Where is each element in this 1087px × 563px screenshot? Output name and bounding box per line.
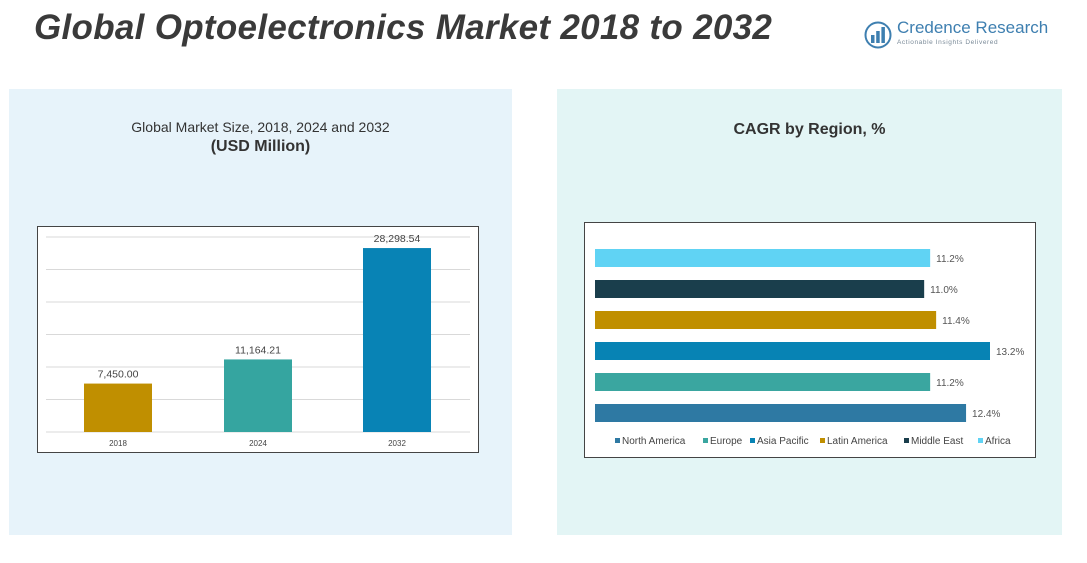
data-label-asia-pacific: 13.2% [996, 347, 1024, 358]
bar-africa [595, 249, 931, 267]
data-label-2024: 11,164.21 [235, 344, 281, 356]
tick-label-2032: 2032 [388, 439, 406, 448]
cagr-chart: 12.4% 11.2% 13.2% 11.4% 11.0% 11.2% North Amer… [584, 222, 1036, 458]
legend-swatch-north-america [615, 438, 620, 443]
bar-2024 [224, 359, 292, 432]
bar-middle-east [595, 280, 925, 298]
logo-icon [864, 21, 892, 49]
market-size-subtitle: (USD Million) [210, 138, 311, 155]
legend-swatch-latin-america [820, 438, 825, 443]
legend-swatch-asia-pacific [750, 438, 755, 443]
tick-label-2018: 2018 [109, 439, 127, 448]
market-size-title: Global Market Size, 2018, 2024 and 2032 [131, 119, 390, 135]
bar-latin-america [595, 311, 937, 329]
legend-label-europe: Europe [710, 436, 743, 447]
logo-name: Credence Research [897, 18, 1049, 37]
legend-swatch-europe [703, 438, 708, 443]
brand-logo: Credence Research Actionable Insights De… [864, 18, 1054, 52]
legend-label-latin-america: Latin America [827, 436, 888, 447]
cagr-title: CAGR by Region, % [733, 121, 886, 138]
logo-tagline: Actionable Insights Delivered [897, 39, 999, 46]
data-label-latin-america: 11.4% [942, 316, 970, 327]
data-label-2032: 28,298.54 [374, 233, 421, 245]
bar-2032 [363, 248, 431, 432]
tick-label-2024: 2024 [249, 439, 267, 448]
bar-europe [595, 373, 931, 391]
data-label-north-america: 12.4% [972, 409, 1000, 420]
legend-label-asia-pacific: Asia Pacific [757, 436, 809, 447]
data-label-europe: 11.2% [936, 378, 964, 389]
data-label-2018: 7,450.00 [98, 369, 139, 381]
legend-swatch-africa [978, 438, 983, 443]
legend-label-north-america: North America [622, 436, 686, 447]
market-size-chart: 7,450.00 2018 11,164.21 2024 28,298.54 2032 [37, 226, 479, 453]
market-size-svg: 7,450.00 2018 11,164.21 2024 28,298.54 2032 [46, 233, 470, 448]
page-title: Global Optoelectronics Market 2018 to 20… [34, 8, 773, 47]
bar-north-america [595, 404, 967, 422]
cagr-svg: 12.4% 11.2% 13.2% 11.4% 11.0% 11.2% North Amer… [595, 249, 1024, 447]
data-label-middle-east: 11.0% [930, 285, 958, 296]
legend-label-middle-east: Middle East [911, 436, 963, 447]
bar-2018 [84, 383, 152, 432]
data-label-africa: 11.2% [936, 254, 964, 265]
legend-label-africa: Africa [985, 436, 1011, 447]
legend-swatch-middle-east [904, 438, 909, 443]
bar-asia-pacific [595, 342, 990, 360]
